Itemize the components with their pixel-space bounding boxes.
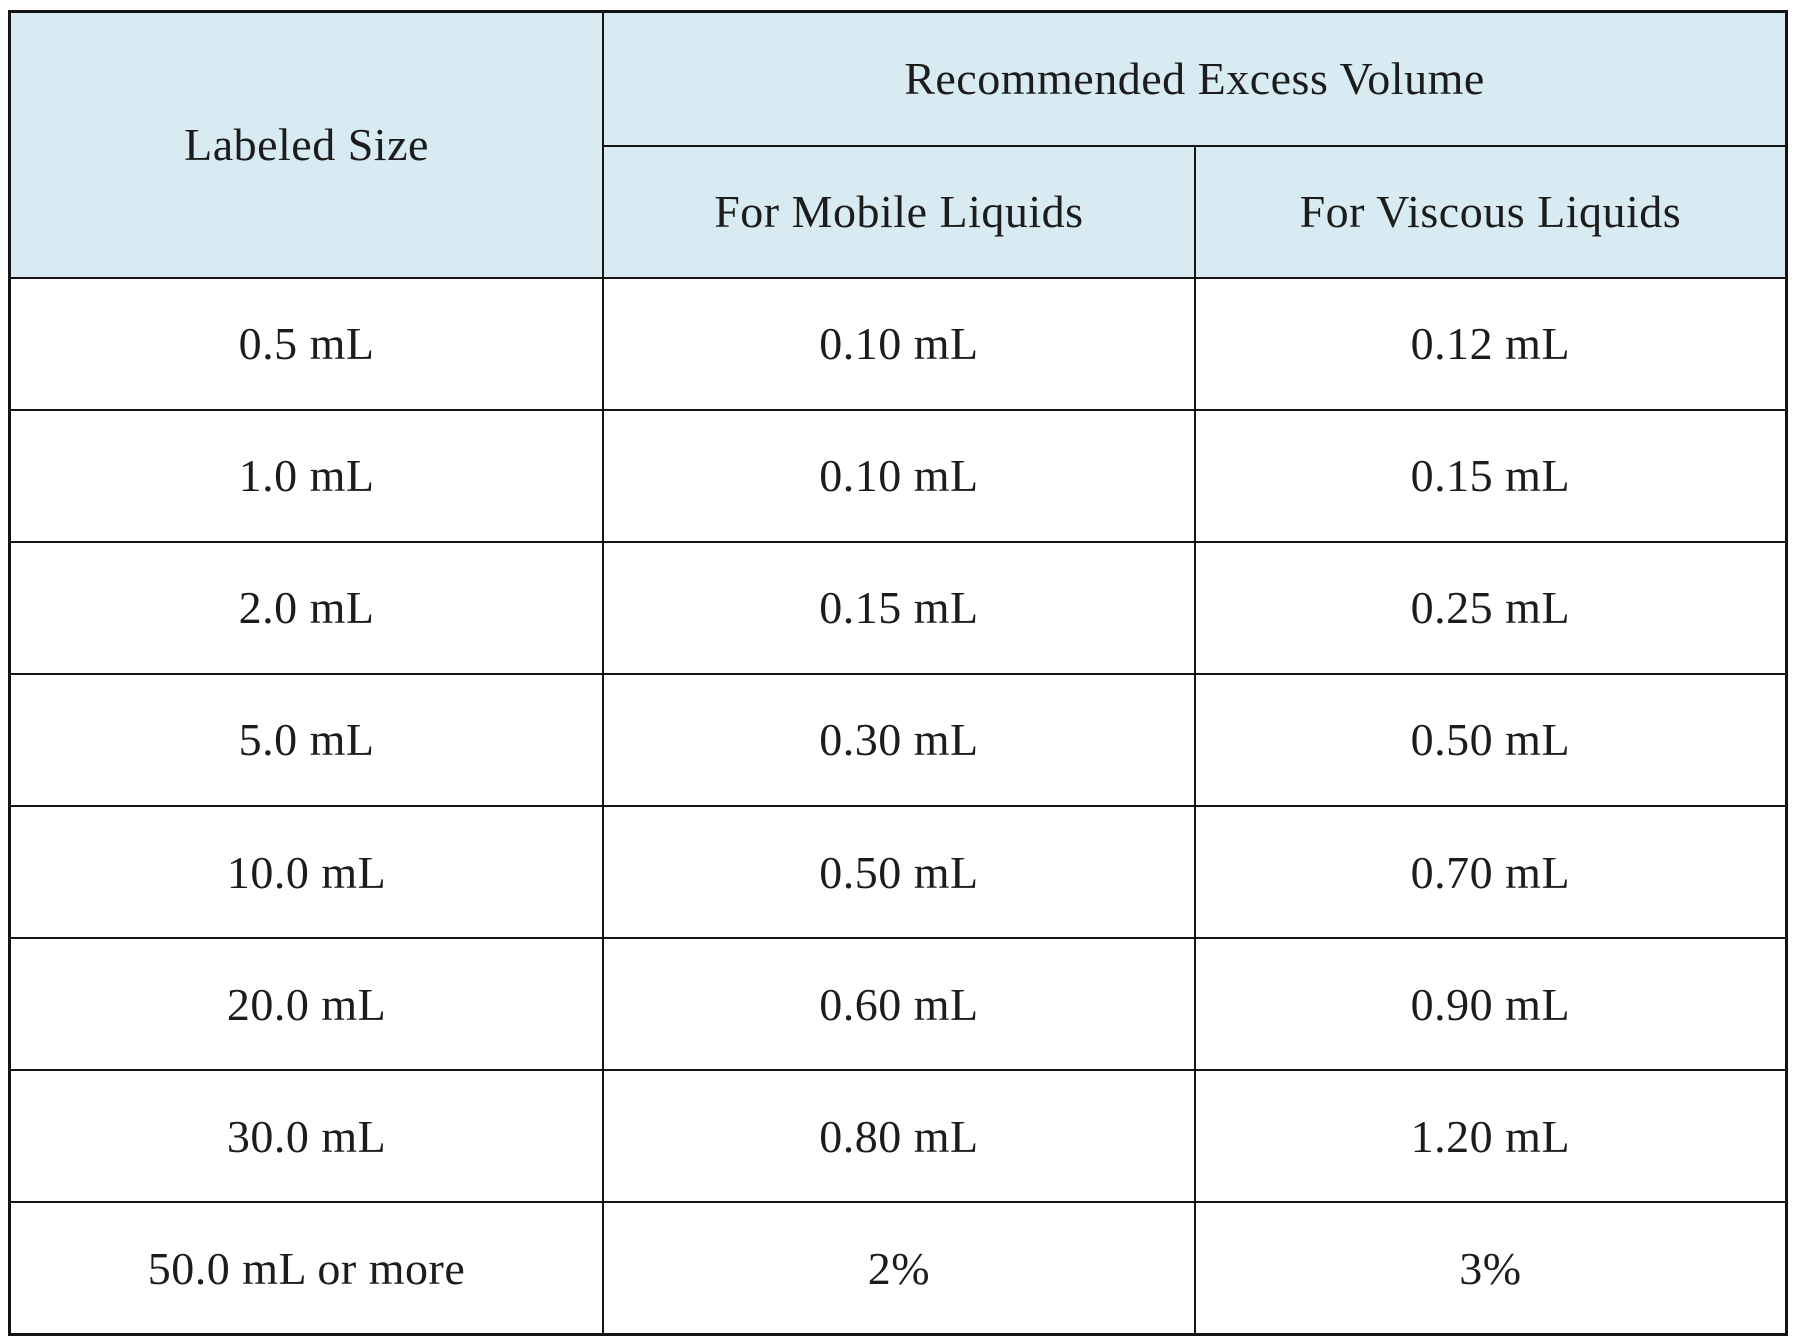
cell-size: 0.5 mL bbox=[8, 276, 605, 411]
table-row: 20.0 mL 0.60 mL 0.90 mL bbox=[8, 937, 1788, 1072]
cell-viscous: 0.15 mL bbox=[1193, 408, 1788, 543]
header-excess-volume-group: Recommended Excess Volume bbox=[602, 10, 1788, 147]
cell-size: 50.0 mL or more bbox=[8, 1201, 605, 1336]
cell-viscous: 0.12 mL bbox=[1193, 276, 1788, 411]
cell-mobile: 0.10 mL bbox=[602, 276, 1196, 411]
cell-mobile: 0.30 mL bbox=[602, 672, 1196, 808]
cell-viscous: 3% bbox=[1193, 1201, 1788, 1336]
excess-volume-table: Labeled Size Recommended Excess Volume F… bbox=[8, 10, 1788, 1336]
table-row: 0.5 mL 0.10 mL 0.12 mL bbox=[8, 276, 1788, 411]
cell-viscous: 0.90 mL bbox=[1193, 937, 1788, 1072]
cell-size: 30.0 mL bbox=[8, 1069, 605, 1204]
cell-size: 2.0 mL bbox=[8, 540, 605, 675]
table-header: Labeled Size Recommended Excess Volume F… bbox=[8, 10, 1788, 279]
table-row: 10.0 mL 0.50 mL 0.70 mL bbox=[8, 804, 1788, 940]
cell-viscous: 1.20 mL bbox=[1193, 1069, 1788, 1204]
cell-mobile: 0.80 mL bbox=[602, 1069, 1196, 1204]
table-body: 0.5 mL 0.10 mL 0.12 mL 1.0 mL 0.10 mL 0.… bbox=[8, 276, 1788, 1336]
cell-mobile: 0.15 mL bbox=[602, 540, 1196, 675]
table-row: 1.0 mL 0.10 mL 0.15 mL bbox=[8, 408, 1788, 543]
table-row: 5.0 mL 0.30 mL 0.50 mL bbox=[8, 672, 1788, 808]
cell-mobile: 0.60 mL bbox=[602, 937, 1196, 1072]
table-row: 2.0 mL 0.15 mL 0.25 mL bbox=[8, 540, 1788, 675]
cell-size: 20.0 mL bbox=[8, 937, 605, 1072]
cell-size: 1.0 mL bbox=[8, 408, 605, 543]
cell-mobile: 0.50 mL bbox=[602, 804, 1196, 940]
cell-viscous: 0.25 mL bbox=[1193, 540, 1788, 675]
cell-mobile: 2% bbox=[602, 1201, 1196, 1336]
header-mobile-liquids: For Mobile Liquids bbox=[602, 144, 1196, 279]
excess-volume-table-container: Labeled Size Recommended Excess Volume F… bbox=[8, 10, 1788, 1336]
header-row-group: Labeled Size Recommended Excess Volume bbox=[8, 10, 1788, 279]
cell-mobile: 0.10 mL bbox=[602, 408, 1196, 543]
cell-viscous: 0.70 mL bbox=[1193, 804, 1788, 940]
header-labeled-size: Labeled Size bbox=[8, 10, 605, 279]
cell-size: 5.0 mL bbox=[8, 672, 605, 808]
table-row: 50.0 mL or more 2% 3% bbox=[8, 1201, 1788, 1336]
table-row: 30.0 mL 0.80 mL 1.20 mL bbox=[8, 1069, 1788, 1204]
header-viscous-liquids: For Viscous Liquids bbox=[1193, 144, 1788, 279]
cell-size: 10.0 mL bbox=[8, 804, 605, 940]
cell-viscous: 0.50 mL bbox=[1193, 672, 1788, 808]
header-row-subgroup: For Mobile Liquids For Viscous Liquids bbox=[10, 144, 1788, 279]
